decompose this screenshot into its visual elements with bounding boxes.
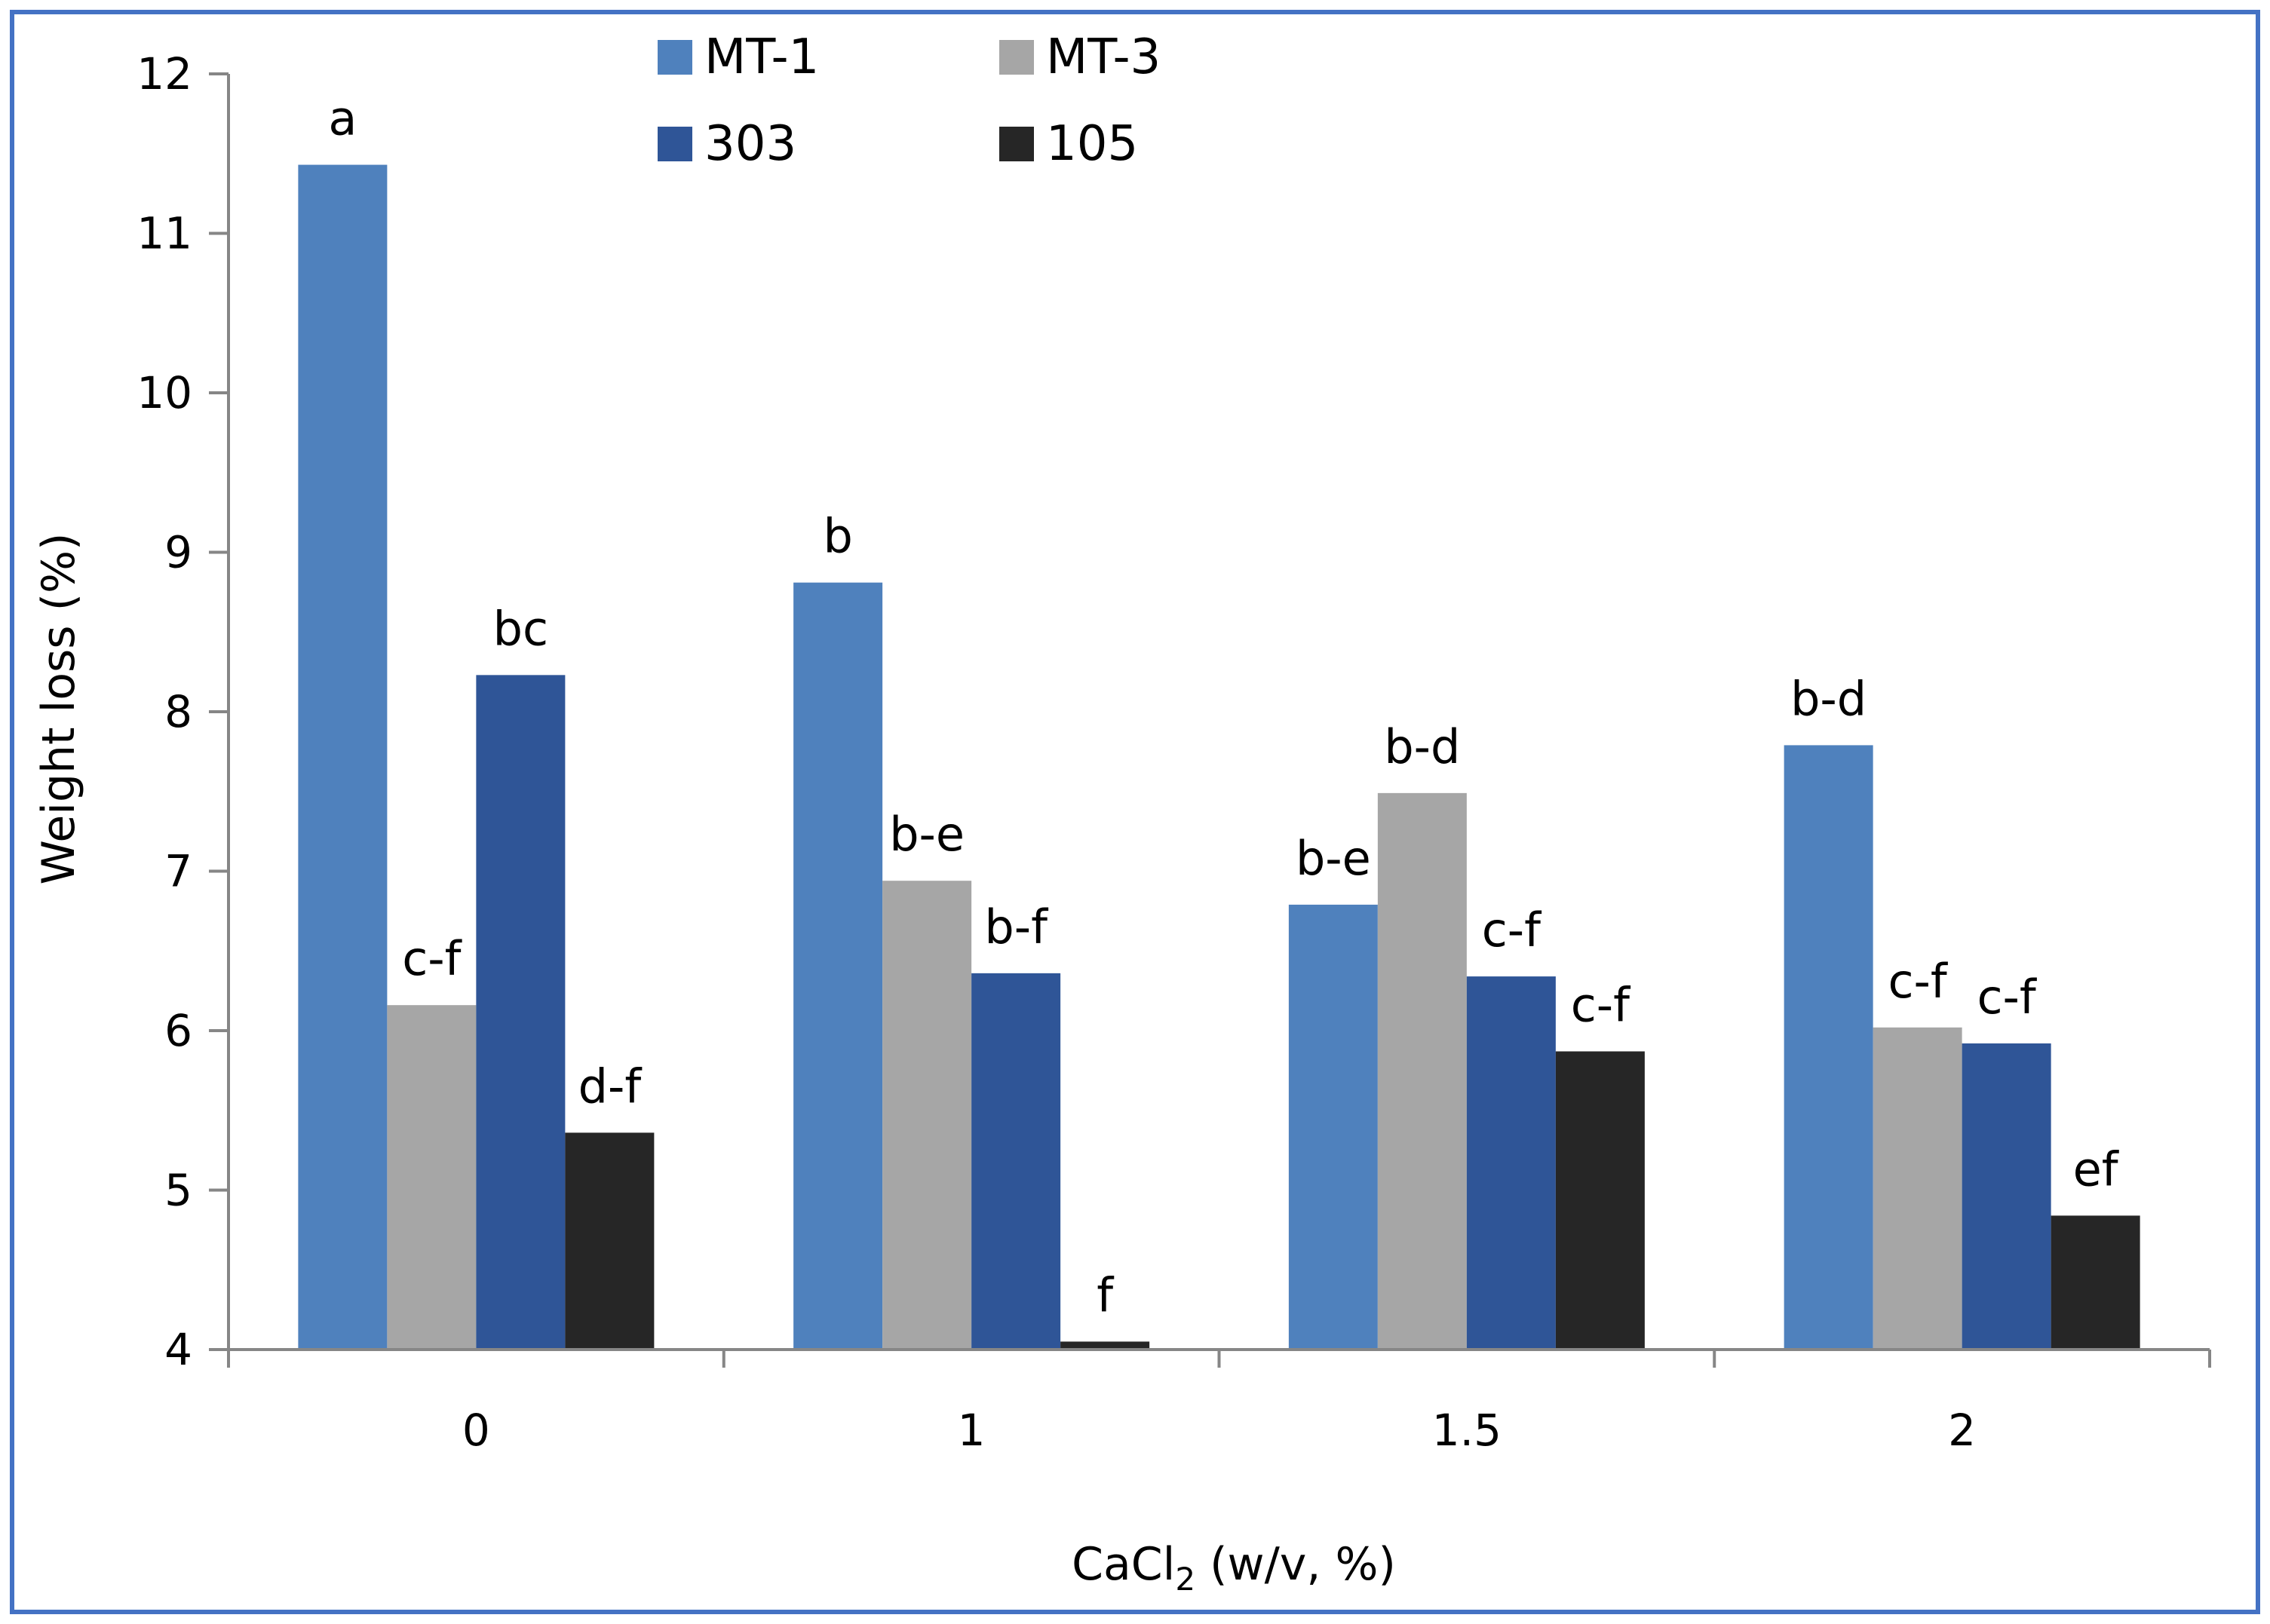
- bar-mt-3-1: [882, 881, 972, 1350]
- significance-label: c-f: [402, 931, 462, 986]
- legend-label-mt-3: MT-3: [1046, 29, 1161, 85]
- y-tick-label: 9: [164, 527, 192, 578]
- y-axis-title: Weight loss (%): [32, 533, 85, 885]
- bar-303-2: [1962, 1043, 2051, 1350]
- y-tick-label: 11: [137, 208, 192, 259]
- significance-labels: a c-f bc d-f b b-e b-f f b-e b-d c-f c-f b-d c-f c-f ef: [328, 91, 2119, 1323]
- bar-303-1_5: [1466, 976, 1556, 1350]
- y-tick-label: 7: [164, 846, 192, 897]
- legend: MT-1 MT-3 303 105: [658, 29, 1161, 172]
- bar-mt-1-1_5: [1288, 904, 1378, 1350]
- x-tick-label: 2: [1948, 1405, 1976, 1456]
- significance-label: c-f: [1571, 977, 1631, 1032]
- significance-label: c-f: [1888, 954, 1948, 1009]
- y-tick-label: 8: [164, 686, 192, 737]
- legend-swatch-303: [658, 127, 692, 161]
- bar-105-1_5: [1555, 1051, 1645, 1350]
- bar-mt-3-1_5: [1377, 792, 1467, 1350]
- significance-label: f: [1097, 1267, 1115, 1322]
- significance-label: ef: [2073, 1141, 2120, 1197]
- bar-105-2: [2051, 1215, 2140, 1350]
- y-tick-label: 4: [164, 1324, 192, 1375]
- x-tick-label: 0: [462, 1405, 490, 1456]
- legend-label-105: 105: [1046, 116, 1138, 172]
- legend-label-mt-1: MT-1: [704, 29, 819, 85]
- x-axis-title: CaCl2 (w/v, %): [1072, 1538, 1396, 1598]
- y-tick-label: 6: [164, 1005, 192, 1056]
- significance-label: a: [328, 91, 357, 146]
- significance-label: c-f: [1482, 902, 1542, 958]
- legend-label-303: 303: [704, 116, 796, 172]
- x-axis-title-suffix: (w/v, %): [1195, 1538, 1396, 1591]
- bar-mt-1-0: [298, 164, 388, 1350]
- axes-group: 4 5 6 7 8 9 10 11 12 0 1 1.5 2: [137, 48, 2211, 1456]
- significance-label: b-e: [1296, 831, 1371, 886]
- significance-label: bc: [493, 601, 548, 656]
- significance-label: b-f: [984, 899, 1049, 954]
- legend-swatch-mt-3: [999, 40, 1034, 75]
- significance-label: b-e: [889, 807, 965, 862]
- bar-mt-1-1: [793, 582, 883, 1350]
- y-tick-label: 12: [137, 48, 192, 100]
- x-tick-label: 1.5: [1432, 1405, 1502, 1456]
- axis-titles: Weight loss (%) CaCl2 (w/v, %): [32, 533, 1396, 1598]
- legend-swatch-105: [999, 127, 1034, 161]
- bar-105-0: [565, 1132, 655, 1350]
- significance-label: b-d: [1384, 719, 1460, 774]
- legend-swatch-mt-1: [658, 40, 692, 75]
- bar-303-0: [476, 675, 566, 1350]
- bar-mt-1-2: [1784, 745, 1873, 1350]
- bar-mt-3-0: [387, 1005, 477, 1350]
- bar-mt-3-2: [1873, 1027, 1962, 1350]
- significance-label: b: [823, 509, 852, 564]
- bar-105-1: [1060, 1341, 1150, 1350]
- significance-label: c-f: [1977, 970, 2037, 1025]
- significance-label: b-d: [1790, 671, 1867, 726]
- x-tick-label: 1: [958, 1405, 986, 1456]
- x-axis-title-main: CaCl: [1072, 1538, 1175, 1591]
- y-tick-label: 10: [137, 367, 192, 418]
- significance-label: d-f: [578, 1059, 643, 1114]
- bars-group: [298, 164, 2140, 1350]
- bar-303-1: [971, 973, 1061, 1350]
- x-axis-title-subscript: 2: [1175, 1561, 1195, 1598]
- y-tick-label: 5: [164, 1165, 192, 1216]
